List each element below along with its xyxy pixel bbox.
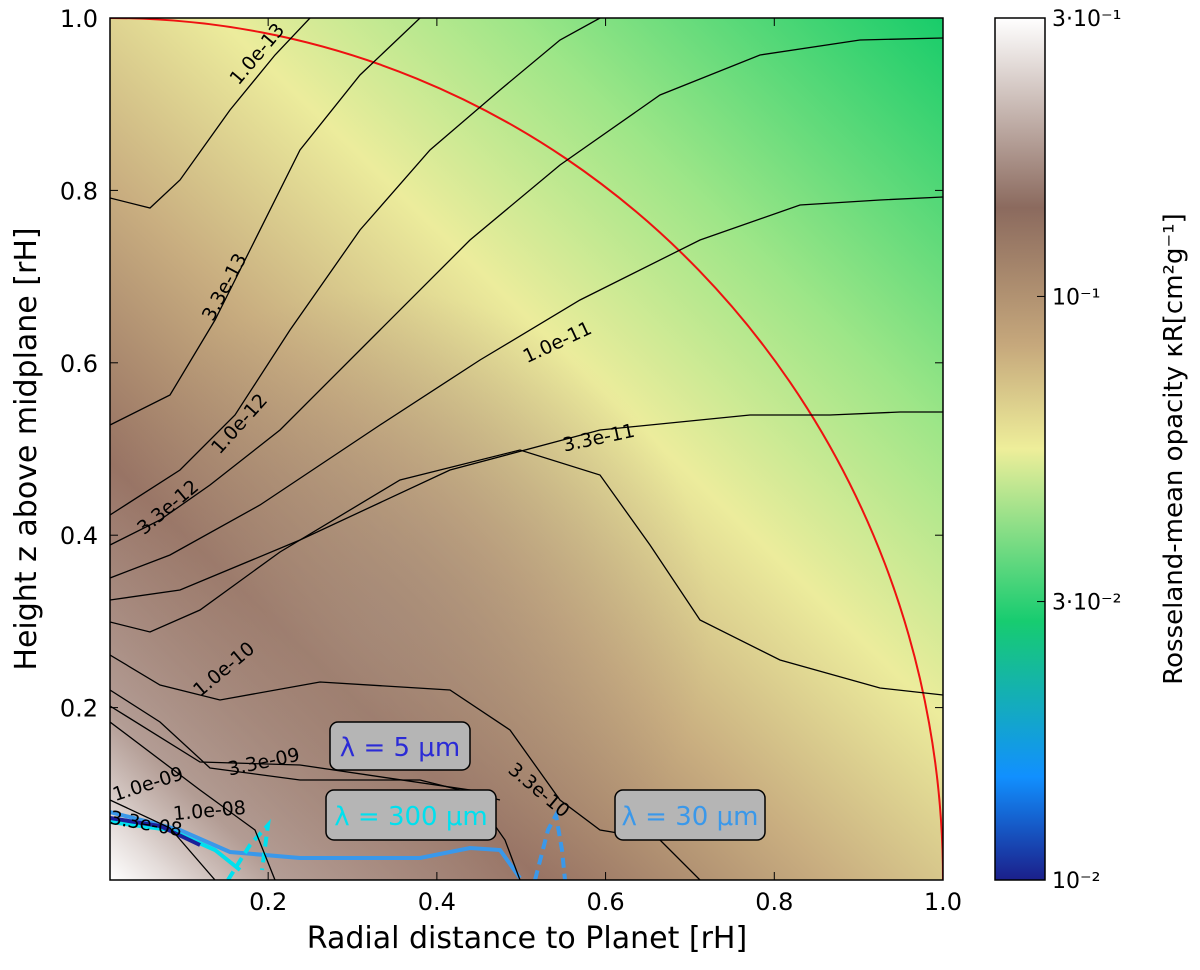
annotation-box [614, 789, 766, 841]
contour-line [110, 689, 501, 801]
contour-line [110, 18, 421, 426]
y-tick-label: 0.2 [60, 695, 98, 723]
contour-line [110, 721, 276, 880]
tau-surface-5 [110, 816, 201, 847]
x-tick-label: 0.8 [755, 888, 793, 916]
y-tick-label: 1.0 [60, 5, 98, 33]
x-tick-label: 1.0 [924, 888, 962, 916]
y-tick-label: 0.6 [60, 350, 98, 378]
tau-surface-30-dashed [533, 808, 567, 880]
colorbar [994, 17, 1046, 881]
contour-line [110, 799, 216, 880]
contour-line [110, 37, 943, 546]
contour-line [110, 411, 943, 601]
annotation: λ = 30 μm [622, 802, 759, 832]
colorbar-tick-label: 3·10⁻² [1052, 591, 1121, 616]
colorbar-tick-label: 3·10⁻¹ [1052, 7, 1121, 32]
colorbar-label: Rosseland-mean opacity κR[cm²g⁻¹] [1159, 213, 1189, 685]
plot-frame [109, 17, 944, 881]
x-axis-label: Radial distance to Planet [rH] [307, 921, 747, 956]
annotation-box [329, 721, 471, 771]
y-axis-label: Height z above midplane [rH] [9, 227, 44, 670]
annotation: λ = 300 μm [334, 802, 487, 832]
annotation-box [325, 789, 497, 841]
y-tick-label: 0.8 [60, 177, 98, 205]
colorbar-tick-label: 10⁻¹ [1052, 285, 1100, 310]
contour-line [110, 449, 943, 696]
y-tick-label: 0.4 [60, 522, 98, 550]
x-tick-label: 0.6 [586, 888, 624, 916]
contour-line [110, 705, 521, 880]
x-tick-label: 0.4 [418, 888, 456, 916]
contour-line [110, 18, 311, 209]
contour-line [110, 196, 943, 579]
tau-surface-30 [110, 810, 522, 880]
contour-line [110, 18, 601, 516]
x-tick-label: 0.2 [249, 888, 287, 916]
colorbar-tick-label: 10⁻² [1052, 869, 1100, 894]
annotation: λ = 5 μm [340, 733, 460, 763]
tau-surface-300-dashed [226, 818, 271, 880]
hill-sphere [110, 18, 943, 880]
